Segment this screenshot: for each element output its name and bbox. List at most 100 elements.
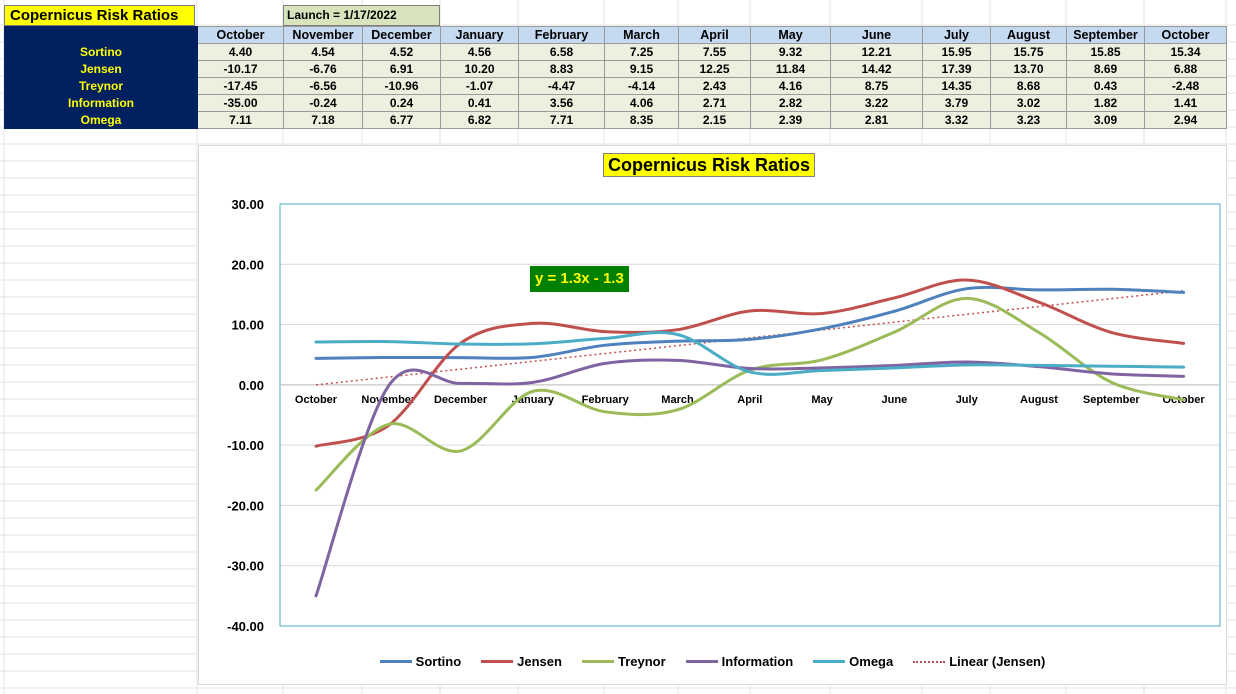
- table-cell[interactable]: 4.56: [440, 43, 519, 61]
- table-cell[interactable]: -4.14: [604, 77, 679, 95]
- sheet-title[interactable]: Copernicus Risk Ratios: [4, 5, 195, 26]
- table-cell[interactable]: 13.70: [990, 60, 1067, 78]
- table-cell[interactable]: -10.96: [362, 77, 441, 95]
- launch-date-cell[interactable]: Launch = 1/17/2022: [283, 5, 440, 26]
- table-cell[interactable]: 14.35: [922, 77, 991, 95]
- month-header[interactable]: June: [830, 26, 923, 44]
- data-point-sortino: [314, 356, 318, 360]
- table-cell[interactable]: 7.11: [197, 111, 284, 129]
- table-cell[interactable]: 7.71: [518, 111, 605, 129]
- table-cell[interactable]: -35.00: [197, 94, 284, 112]
- table-cell[interactable]: 1.41: [1144, 94, 1227, 112]
- chart-area[interactable]: 30.00 20.00 10.00 0.00 -10.00 -20.00 -30.00 -40…: [198, 145, 1227, 685]
- table-cell[interactable]: 2.15: [678, 111, 751, 129]
- table-cell[interactable]: 10.20: [440, 60, 519, 78]
- table-cell[interactable]: 15.85: [1066, 43, 1145, 61]
- table-cell[interactable]: 3.23: [990, 111, 1067, 129]
- table-cell[interactable]: 8.83: [518, 60, 605, 78]
- table-cell[interactable]: 0.43: [1066, 77, 1145, 95]
- table-cell[interactable]: 9.32: [750, 43, 831, 61]
- legend-item-jensen[interactable]: Jensen: [481, 654, 562, 669]
- table-cell[interactable]: 2.71: [678, 94, 751, 112]
- month-header[interactable]: October: [1144, 26, 1227, 44]
- month-header[interactable]: March: [604, 26, 679, 44]
- table-cell[interactable]: 4.06: [604, 94, 679, 112]
- table-cell[interactable]: -6.56: [283, 77, 363, 95]
- table-cell[interactable]: 6.82: [440, 111, 519, 129]
- table-corner-cell[interactable]: [4, 26, 198, 44]
- trendline-equation[interactable]: y = 1.3x - 1.3: [530, 266, 629, 292]
- legend-item-information[interactable]: Information: [685, 654, 793, 669]
- table-cell[interactable]: 12.25: [678, 60, 751, 78]
- table-cell[interactable]: -2.48: [1144, 77, 1227, 95]
- table-cell[interactable]: 6.88: [1144, 60, 1227, 78]
- month-header[interactable]: October: [197, 26, 284, 44]
- table-cell[interactable]: 4.52: [362, 43, 441, 61]
- table-cell[interactable]: 3.56: [518, 94, 605, 112]
- table-cell[interactable]: 6.91: [362, 60, 441, 78]
- table-cell[interactable]: -0.24: [283, 94, 363, 112]
- table-cell[interactable]: 2.39: [750, 111, 831, 129]
- legend-item-linear-jensen[interactable]: Linear (Jensen): [913, 654, 1045, 669]
- month-header[interactable]: September: [1066, 26, 1145, 44]
- table-cell[interactable]: 3.79: [922, 94, 991, 112]
- table-cell[interactable]: 0.41: [440, 94, 519, 112]
- month-header[interactable]: November: [283, 26, 363, 44]
- row-label[interactable]: Treynor: [4, 77, 198, 95]
- table-cell[interactable]: 1.82: [1066, 94, 1145, 112]
- legend-item-sortino[interactable]: Sortino: [379, 654, 461, 669]
- table-cell[interactable]: -4.47: [518, 77, 605, 95]
- table-cell[interactable]: 14.42: [830, 60, 923, 78]
- row-label[interactable]: Jensen: [4, 60, 198, 78]
- table-cell[interactable]: -10.17: [197, 60, 284, 78]
- month-header[interactable]: May: [750, 26, 831, 44]
- month-header[interactable]: December: [362, 26, 441, 44]
- table-cell[interactable]: 3.02: [990, 94, 1067, 112]
- month-header[interactable]: February: [518, 26, 605, 44]
- table-cell[interactable]: 4.54: [283, 43, 363, 61]
- table-cell[interactable]: 6.77: [362, 111, 441, 129]
- data-point-sortino: [1109, 287, 1113, 291]
- table-cell[interactable]: 15.95: [922, 43, 991, 61]
- table-cell[interactable]: 0.24: [362, 94, 441, 112]
- table-cell[interactable]: -1.07: [440, 77, 519, 95]
- month-header[interactable]: July: [922, 26, 991, 44]
- table-cell[interactable]: 2.82: [750, 94, 831, 112]
- table-cell[interactable]: 12.21: [830, 43, 923, 61]
- table-cell[interactable]: 6.58: [518, 43, 605, 61]
- table-cell[interactable]: 17.39: [922, 60, 991, 78]
- table-cell[interactable]: 9.15: [604, 60, 679, 78]
- legend-item-treynor[interactable]: Treynor: [581, 654, 666, 669]
- legend-item-omega[interactable]: Omega: [813, 654, 893, 669]
- chart-title[interactable]: Copernicus Risk Ratios: [603, 153, 816, 177]
- table-cell[interactable]: 7.18: [283, 111, 363, 129]
- data-point-treynor: [892, 330, 896, 334]
- table-cell[interactable]: 8.68: [990, 77, 1067, 95]
- table-cell[interactable]: 7.55: [678, 43, 751, 61]
- chart-legend[interactable]: Sortino Jensen Treynor Information Omega Line…: [199, 654, 1226, 669]
- table-cell[interactable]: 8.35: [604, 111, 679, 129]
- month-header[interactable]: April: [678, 26, 751, 44]
- table-cell[interactable]: 8.69: [1066, 60, 1145, 78]
- table-cell[interactable]: 3.32: [922, 111, 991, 129]
- table-cell[interactable]: 8.75: [830, 77, 923, 95]
- row-label[interactable]: Information: [4, 94, 198, 112]
- month-header[interactable]: August: [990, 26, 1067, 44]
- table-cell[interactable]: 2.94: [1144, 111, 1227, 129]
- table-cell[interactable]: 15.34: [1144, 43, 1227, 61]
- table-cell[interactable]: -6.76: [283, 60, 363, 78]
- table-cell[interactable]: 2.81: [830, 111, 923, 129]
- table-cell[interactable]: 2.43: [678, 77, 751, 95]
- table-cell[interactable]: 4.40: [197, 43, 284, 61]
- table-cell[interactable]: -17.45: [197, 77, 284, 95]
- table-cell[interactable]: 11.84: [750, 60, 831, 78]
- row-label[interactable]: Sortino: [4, 43, 198, 61]
- table-cell[interactable]: 3.09: [1066, 111, 1145, 129]
- table-cell[interactable]: 15.75: [990, 43, 1067, 61]
- table-cell[interactable]: 3.22: [830, 94, 923, 112]
- row-label[interactable]: Omega: [4, 111, 198, 129]
- legend-swatch: [481, 660, 514, 663]
- table-cell[interactable]: 7.25: [604, 43, 679, 61]
- month-header[interactable]: January: [440, 26, 519, 44]
- table-cell[interactable]: 4.16: [750, 77, 831, 95]
